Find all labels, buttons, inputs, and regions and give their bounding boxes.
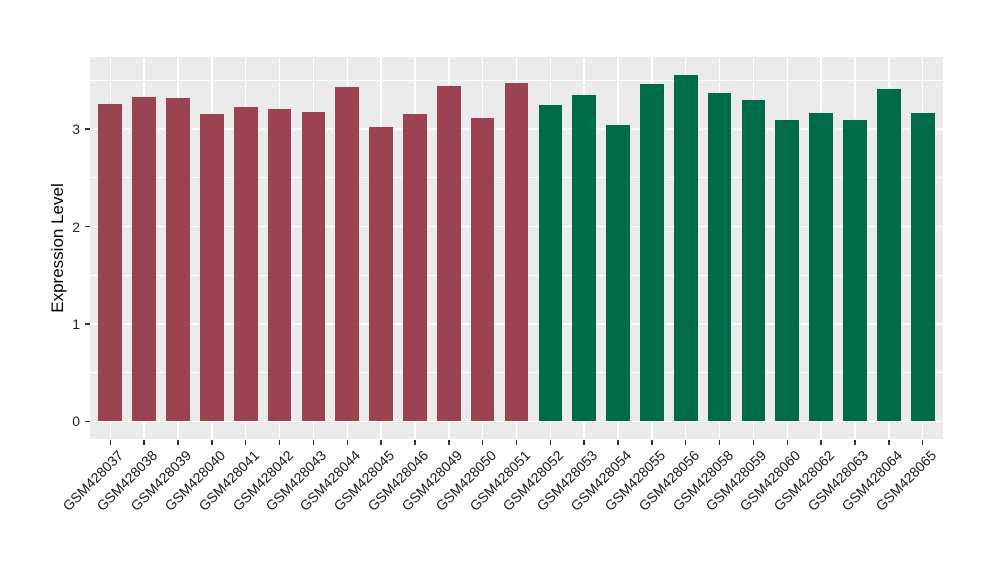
x-tickmark [651,440,653,445]
bar [335,87,360,422]
bar [876,89,901,422]
bar [166,97,190,422]
y-tick-label: 2 [72,218,80,235]
x-tickmark [380,440,382,445]
y-axis-title: Expression Level [48,183,67,313]
bar [843,120,867,422]
y-tick-label: 1 [72,316,80,332]
bar [572,95,597,422]
x-tickmark [854,440,856,445]
bar [673,74,698,422]
x-tickmark [515,440,518,445]
bar [98,103,123,422]
x-tickmark [448,440,450,445]
x-tickmark [752,440,755,445]
bar [301,111,326,422]
bar [132,96,156,422]
x-tickmark [617,440,619,445]
x-tickmark [921,440,924,445]
bar [809,112,833,422]
y-tickmark [85,128,90,130]
x-tickmark [278,440,281,445]
x-tickmark [684,440,687,445]
x-tickmark [211,440,213,445]
x-tickmark [888,440,890,445]
x-tickmark [786,440,789,445]
x-tickmark [481,440,484,445]
bar [436,86,461,422]
bar [470,118,495,422]
x-tickmark [244,440,247,445]
bar [707,93,732,422]
x-tickmark [820,440,822,445]
y-tick-label: 3 [72,121,80,138]
bar [504,83,529,422]
x-tickmark [549,440,552,445]
bar [741,99,766,422]
bar [403,113,427,422]
x-tickmark [346,440,348,445]
x-tickmark [109,440,112,445]
x-tickmark [312,440,315,445]
bar [267,108,292,422]
x-tickmark [177,440,179,445]
bar [538,104,563,422]
x-tickmark [583,440,585,445]
plot-panel [90,57,943,439]
y-tickmark [85,225,90,228]
x-tickmark [718,440,721,445]
bar [233,106,258,422]
bar [640,84,664,422]
x-tickmark [414,440,416,445]
y-tick-label: 0 [72,413,80,430]
bar [775,120,800,422]
bar [369,127,393,422]
y-tickmark [85,420,90,423]
bar [606,125,630,422]
bar [200,113,224,422]
bar [910,112,935,422]
y-tickmark [85,323,90,325]
x-tickmark [143,440,145,445]
